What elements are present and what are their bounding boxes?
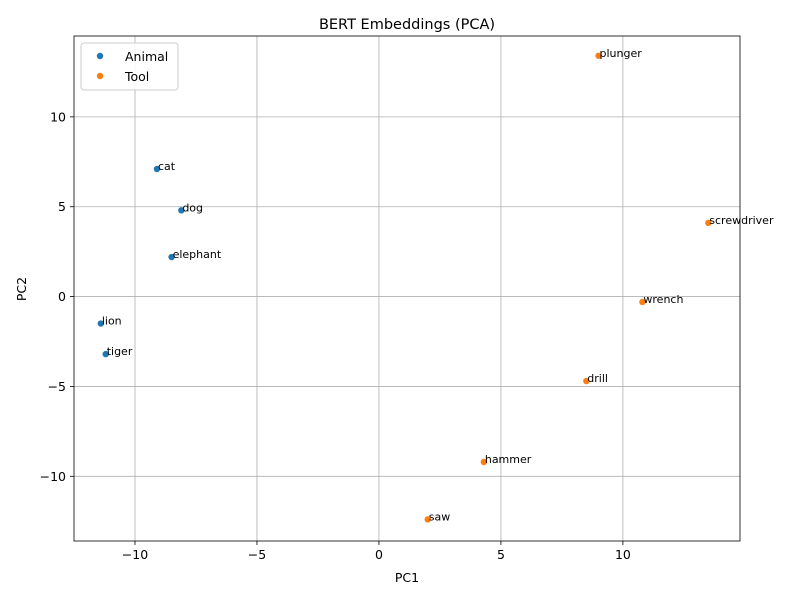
point-hammer [480, 458, 488, 466]
y-tick-label: −10 [40, 469, 66, 484]
y-tick-label: 10 [50, 109, 66, 124]
legend-label-tool: Tool [124, 69, 149, 84]
point-wrench [639, 298, 646, 306]
legend-marker-tool [96, 72, 104, 80]
point-label-drill: drill [587, 372, 608, 385]
legend-box [80, 42, 179, 91]
x-tick-label: 10 [615, 547, 631, 562]
y-tick-label: −5 [48, 379, 66, 394]
point-label-screwdriver: screwdriver [709, 214, 774, 227]
legend-label-animal: Animal [125, 49, 168, 64]
point-saw [424, 516, 431, 523]
point-elephant [168, 253, 175, 261]
point-lion [97, 320, 105, 327]
x-axis-label: PC1 [395, 570, 419, 585]
point-dog [178, 207, 185, 214]
point-drill [583, 377, 590, 385]
point-label-cat: cat [158, 160, 176, 173]
legend: Animal Tool [80, 42, 179, 91]
point-label-lion: lion [102, 315, 122, 328]
point-label-hammer: hammer [485, 453, 532, 466]
x-tick-label: 5 [497, 547, 505, 562]
point-plunger [595, 52, 602, 59]
point-label-saw: saw [429, 510, 450, 523]
x-tick-label: −5 [248, 547, 266, 562]
point-label-dog: dog [182, 201, 203, 214]
x-tick-label: −10 [122, 547, 148, 562]
plot-frame [73, 35, 741, 542]
y-tick-label: 5 [58, 199, 66, 214]
point-cat [153, 165, 161, 173]
chart-title: BERT Embeddings (PCA) [319, 17, 495, 33]
point-label-tiger: tiger [107, 345, 133, 358]
point-screwdriver [705, 219, 712, 227]
point-label-elephant: elephant [173, 248, 222, 261]
y-axis-label: PC2 [14, 277, 29, 301]
data-points: cat dog elephant lion tiger plunger screwdrive… [97, 47, 774, 523]
point-tiger [102, 350, 109, 358]
point-label-plunger: plunger [600, 47, 643, 60]
grid [74, 36, 740, 541]
legend-marker-animal [96, 52, 104, 60]
series-tool: plunger screwdriver wrench drill hammer saw [424, 47, 774, 523]
series-animal: cat dog elephant lion tiger [97, 160, 222, 358]
x-tick-label: 0 [375, 547, 383, 562]
axis-ticks: −10 −5 0 5 10 −10 −5 0 5 10 [40, 109, 631, 562]
y-tick-label: 0 [58, 289, 66, 304]
point-label-wrench: wrench [643, 293, 683, 306]
